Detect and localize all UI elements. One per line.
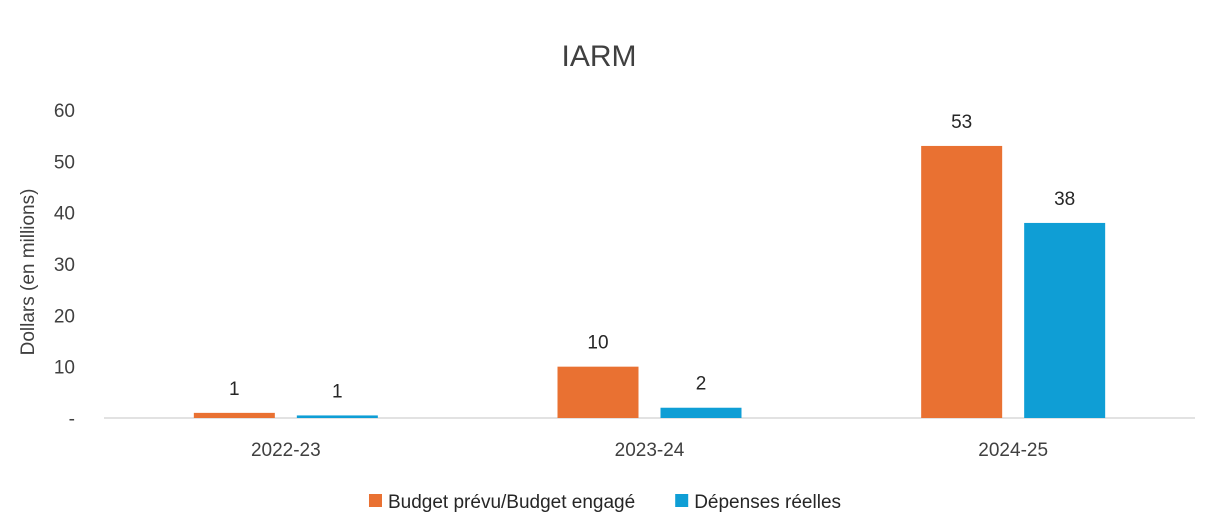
legend: Budget prévu/Budget engagé Dépenses réell…: [368, 492, 841, 513]
x-tick-label: 2024-25: [978, 440, 1048, 461]
bars-group: 1 1 10 2 53 38: [193, 112, 1106, 418]
y-tick-label: 60: [54, 101, 75, 122]
legend-swatch: [675, 494, 689, 507]
y-axis-label: Dollars (en millions): [18, 189, 39, 356]
data-label: 53: [951, 112, 972, 133]
bar-2023-24-series-1: [557, 366, 639, 418]
bar-2022-23-series-1: [193, 412, 275, 418]
x-axis-ticks: 2022-23 2023-24 2024-25: [251, 440, 1048, 461]
legend-label: Budget prévu/Budget engagé: [388, 492, 635, 513]
legend-label: Dépenses réelles: [694, 492, 841, 513]
bar-2024-25-series-1: [921, 145, 1003, 418]
bar-2022-23-series-2: [296, 415, 378, 418]
x-tick-label: 2023-24: [615, 440, 685, 461]
y-tick-label: -: [69, 409, 75, 430]
y-tick-label: 20: [54, 306, 75, 327]
data-label: 1: [229, 379, 240, 400]
legend-swatch: [368, 494, 382, 507]
bar-2024-25-series-2: [1024, 222, 1106, 418]
data-label: 10: [587, 333, 608, 354]
data-label: 2: [696, 374, 707, 395]
data-label: 1: [332, 381, 343, 402]
bar-2023-24-series-2: [660, 407, 742, 418]
y-tick-label: 30: [54, 255, 75, 276]
x-tick-label: 2022-23: [251, 440, 321, 461]
data-label: 38: [1054, 189, 1075, 210]
y-axis-ticks: - 10 20 30 40 50 60: [54, 101, 75, 430]
chart-title: IARM: [562, 40, 637, 73]
y-tick-label: 10: [54, 358, 75, 379]
y-tick-label: 40: [54, 204, 75, 225]
y-tick-label: 50: [54, 152, 75, 173]
